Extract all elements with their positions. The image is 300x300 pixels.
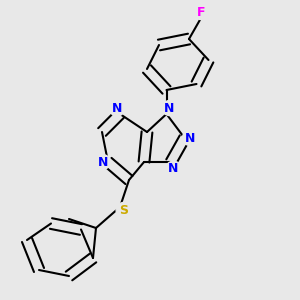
Text: S: S: [119, 203, 128, 217]
Text: N: N: [112, 102, 122, 115]
Text: N: N: [185, 131, 195, 145]
Circle shape: [166, 161, 181, 176]
Circle shape: [95, 154, 110, 169]
Circle shape: [116, 202, 131, 217]
Circle shape: [194, 4, 208, 20]
Text: F: F: [197, 5, 205, 19]
Circle shape: [110, 101, 124, 116]
Text: N: N: [168, 162, 178, 175]
Circle shape: [182, 130, 197, 146]
Text: N: N: [98, 155, 108, 169]
Circle shape: [162, 100, 177, 116]
Text: N: N: [164, 101, 175, 115]
